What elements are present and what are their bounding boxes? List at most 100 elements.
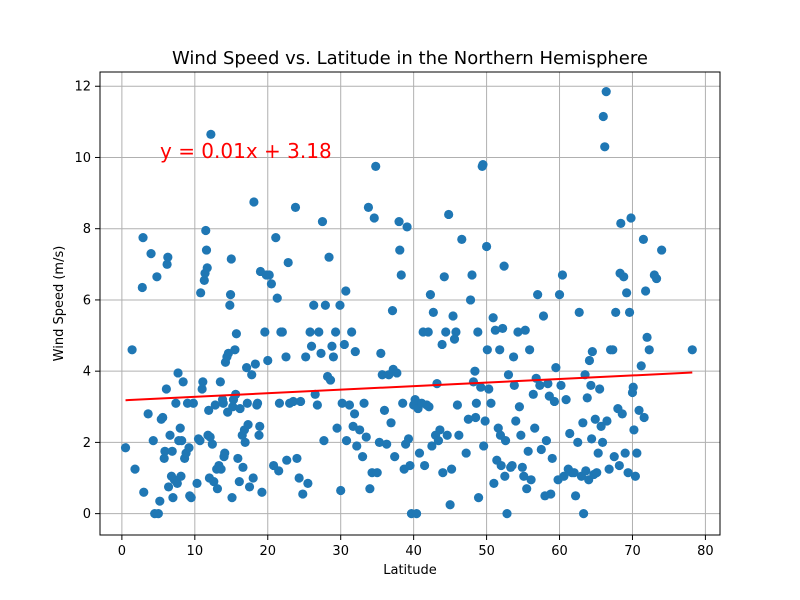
- data-point: [495, 345, 505, 355]
- data-point: [600, 142, 610, 152]
- data-point: [143, 409, 153, 419]
- x-tick-label: 70: [624, 544, 641, 559]
- data-point: [535, 380, 545, 391]
- data-point: [271, 233, 281, 243]
- data-point: [249, 197, 259, 207]
- data-point: [465, 295, 476, 305]
- data-point: [162, 259, 172, 269]
- data-point: [414, 448, 425, 458]
- data-point: [260, 327, 270, 337]
- data-point: [507, 460, 517, 471]
- data-point: [584, 355, 595, 366]
- y-tick-label: 6: [83, 293, 91, 308]
- x-tick-label: 80: [697, 544, 714, 559]
- data-point: [207, 439, 217, 449]
- data-point: [604, 464, 614, 474]
- data-point: [528, 389, 538, 399]
- data-point: [402, 222, 412, 232]
- data-point: [163, 482, 174, 492]
- data-point: [230, 345, 240, 355]
- data-point: [306, 341, 317, 351]
- data-point: [242, 398, 252, 408]
- data-point: [210, 400, 220, 410]
- data-point: [508, 352, 519, 362]
- data-point: [471, 398, 481, 408]
- data-point: [411, 509, 422, 519]
- data-point: [352, 441, 362, 451]
- data-point: [139, 487, 149, 497]
- data-point: [196, 288, 206, 298]
- data-point: [593, 448, 603, 458]
- data-point: [195, 436, 205, 446]
- data-point: [536, 444, 546, 455]
- data-point: [341, 436, 352, 446]
- data-point: [240, 437, 250, 447]
- data-point: [339, 339, 349, 350]
- data-point: [218, 398, 228, 408]
- data-point: [587, 346, 597, 357]
- data-point: [587, 434, 597, 444]
- data-point: [327, 341, 337, 351]
- y-axis-label: Wind Speed (m/s): [52, 246, 67, 362]
- data-point: [519, 471, 529, 481]
- data-point: [616, 218, 626, 228]
- regression-line-group: [125, 371, 693, 402]
- data-point: [160, 446, 170, 456]
- data-point: [294, 473, 304, 483]
- data-point: [489, 478, 499, 488]
- x-tick-label: 10: [187, 544, 204, 559]
- data-point: [201, 225, 211, 236]
- y-tick-label: 4: [83, 365, 91, 380]
- data-point: [634, 405, 644, 415]
- data-point: [496, 460, 506, 471]
- data-point: [336, 485, 346, 496]
- data-point: [641, 286, 651, 296]
- data-point: [481, 241, 492, 252]
- data-point: [628, 382, 638, 392]
- data-point: [622, 288, 632, 298]
- data-point: [573, 437, 583, 447]
- data-point: [639, 412, 649, 423]
- data-point: [630, 471, 640, 481]
- data-point: [454, 430, 464, 440]
- data-point: [204, 405, 214, 415]
- data-point: [225, 289, 236, 300]
- data-point: [365, 484, 375, 494]
- data-point: [305, 327, 315, 337]
- data-point: [554, 289, 565, 300]
- data-point: [511, 416, 521, 426]
- data-point: [202, 263, 212, 273]
- data-point: [493, 423, 503, 433]
- data-point: [502, 509, 512, 519]
- data-point: [570, 491, 581, 501]
- data-point: [138, 233, 148, 243]
- data-point: [438, 468, 448, 478]
- data-point: [161, 384, 171, 394]
- data-point: [522, 484, 532, 494]
- data-point: [250, 359, 260, 369]
- data-point: [395, 245, 405, 255]
- data-point: [201, 245, 212, 255]
- data-point: [197, 384, 207, 394]
- data-point: [227, 493, 237, 503]
- data-point: [331, 327, 341, 337]
- data-point: [428, 307, 438, 318]
- data-point: [595, 384, 605, 394]
- data-point: [597, 437, 608, 447]
- data-point: [347, 327, 357, 337]
- data-point: [257, 487, 267, 497]
- data-point: [476, 382, 486, 392]
- data-point: [499, 261, 509, 271]
- data-point: [644, 345, 654, 355]
- data-point: [451, 327, 461, 337]
- data-point: [349, 409, 360, 419]
- data-point: [541, 436, 552, 446]
- data-point: [127, 345, 137, 355]
- data-point: [290, 202, 301, 212]
- data-point: [199, 275, 209, 285]
- data-point: [226, 254, 236, 264]
- data-point: [344, 400, 355, 410]
- data-point: [357, 452, 368, 462]
- data-point: [513, 327, 523, 337]
